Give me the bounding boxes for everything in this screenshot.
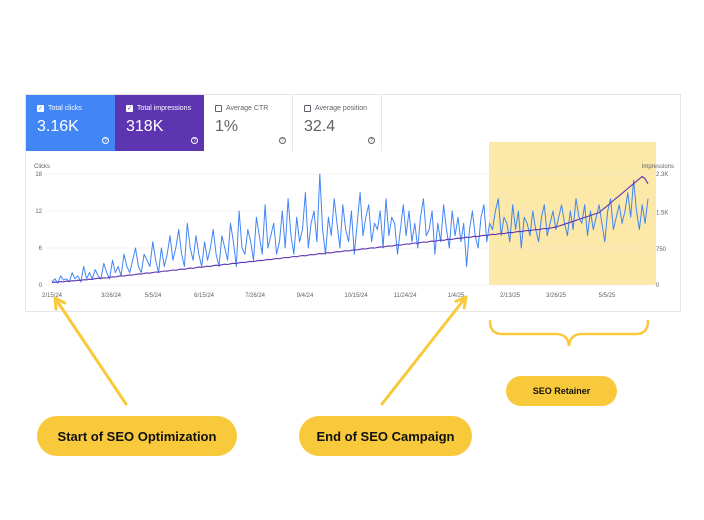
right-tick-label: 0 xyxy=(656,283,660,289)
x-tick-label: 5/5/24 xyxy=(145,293,162,299)
total-clicks-card[interactable]: ✓ Total clicks 3.16K ? xyxy=(26,95,115,151)
average-position-card[interactable]: Average position 32.4 ? xyxy=(293,95,382,151)
x-tick-label: 3/26/25 xyxy=(546,293,567,299)
x-tick-label: 9/4/24 xyxy=(297,293,314,299)
help-icon[interactable]: ? xyxy=(191,137,198,144)
help-icon[interactable]: ? xyxy=(102,137,109,144)
x-tick-label: 10/15/24 xyxy=(344,293,368,299)
right-tick-label: 750 xyxy=(656,247,667,253)
end-arrow-icon-shaft xyxy=(380,295,468,406)
left-tick-label: 6 xyxy=(39,246,43,252)
retainer-annotation: SEO Retainer xyxy=(506,376,617,406)
card-value: 3.16K xyxy=(37,118,79,135)
retainer-highlight-band xyxy=(489,142,656,285)
checkbox-icon[interactable] xyxy=(215,105,222,112)
card-label: Average CTR xyxy=(226,105,269,112)
start-arrow-icon-head xyxy=(53,296,67,311)
start-arrow-icon-shaft xyxy=(53,296,128,406)
checkbox-icon[interactable] xyxy=(304,105,311,112)
retainer-brace-icon xyxy=(488,319,650,347)
x-tick-label: 1/4/25 xyxy=(448,293,465,299)
end-arrow-icon xyxy=(380,295,468,406)
end-arrow-icon-head xyxy=(454,295,468,310)
start-arrow-icon xyxy=(53,296,128,406)
x-tick-label: 2/15/24 xyxy=(42,293,63,299)
card-label: Total impressions xyxy=(137,105,192,112)
right-tick-label: 2.3K xyxy=(656,172,668,178)
left-tick-label: 0 xyxy=(39,283,43,289)
x-tick-label: 6/15/24 xyxy=(194,293,215,299)
right-tick-label: 1.5K xyxy=(656,211,668,217)
total-impressions-card[interactable]: ✓ Total impressions 318K ? xyxy=(115,95,204,151)
left-tick-label: 12 xyxy=(35,209,42,215)
start-annotation: Start of SEO Optimization xyxy=(37,416,237,456)
card-value: 1% xyxy=(215,118,239,135)
help-icon[interactable]: ? xyxy=(279,137,286,144)
card-value: 318K xyxy=(126,118,164,135)
right-axis-title: Impressions xyxy=(642,164,674,170)
x-tick-label: 5/5/25 xyxy=(599,293,616,299)
card-value: 32.4 xyxy=(304,118,336,135)
checkbox-icon[interactable]: ✓ xyxy=(37,105,44,112)
clicks-series-line xyxy=(51,173,649,284)
x-tick-label: 3/26/24 xyxy=(101,293,122,299)
left-axis-title: Clicks xyxy=(34,164,50,170)
card-label: Average position xyxy=(315,105,368,112)
help-icon[interactable]: ? xyxy=(368,137,375,144)
x-tick-label: 11/24/24 xyxy=(394,293,418,299)
x-tick-label: 2/13/25 xyxy=(500,293,521,299)
end-annotation: End of SEO Campaign xyxy=(299,416,472,456)
left-tick-label: 18 xyxy=(35,172,42,178)
checkbox-icon[interactable]: ✓ xyxy=(126,105,133,112)
average-ctr-card[interactable]: Average CTR 1% ? xyxy=(204,95,293,151)
x-tick-label: 7/26/24 xyxy=(245,293,266,299)
card-label: Total clicks xyxy=(48,105,82,112)
impressions-series-line xyxy=(51,175,649,284)
